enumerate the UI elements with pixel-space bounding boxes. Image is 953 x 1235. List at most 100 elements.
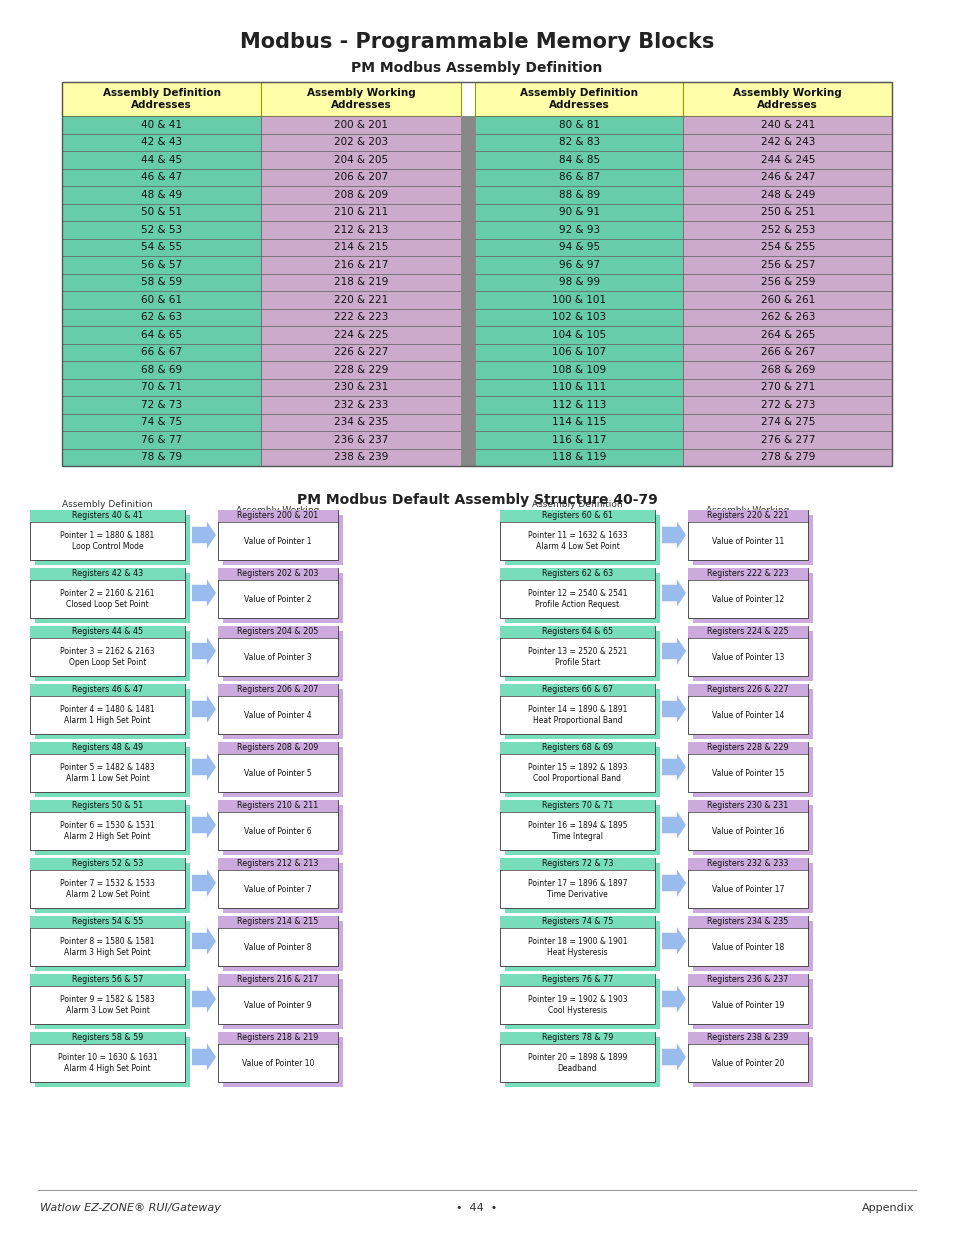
Text: Value of Pointer 11: Value of Pointer 11: [711, 536, 783, 546]
Bar: [35, 689, 190, 739]
Bar: [682, 238, 891, 256]
Bar: [682, 414, 891, 431]
Bar: [475, 151, 682, 168]
Text: Registers 210 & 211: Registers 210 & 211: [237, 802, 318, 810]
Text: 270 & 271: 270 & 271: [760, 383, 814, 393]
Text: Pointer 15 = 1892 & 1893
Cool Proportional Band: Pointer 15 = 1892 & 1893 Cool Proportion…: [527, 763, 626, 783]
Bar: [475, 186, 682, 204]
Bar: [475, 273, 682, 291]
Bar: [682, 82, 891, 116]
Bar: [499, 510, 655, 522]
Text: 106 & 107: 106 & 107: [552, 347, 606, 357]
Bar: [30, 742, 185, 792]
Bar: [682, 326, 891, 343]
Text: 238 & 239: 238 & 239: [334, 452, 388, 462]
Bar: [687, 684, 807, 697]
Text: 242 & 243: 242 & 243: [760, 137, 814, 147]
Text: 272 & 273: 272 & 273: [760, 400, 814, 410]
Bar: [30, 858, 185, 908]
Bar: [223, 631, 343, 680]
Bar: [499, 800, 655, 811]
Text: Pointer 17 = 1896 & 1897
Time Derivative: Pointer 17 = 1896 & 1897 Time Derivative: [527, 879, 626, 899]
Text: Pointer 12 = 2540 & 2541
Profile Action Request: Pointer 12 = 2540 & 2541 Profile Action …: [527, 589, 626, 609]
Bar: [687, 510, 807, 522]
Text: Registers 66 & 67: Registers 66 & 67: [541, 685, 613, 694]
Text: 76 & 77: 76 & 77: [141, 435, 182, 445]
Text: 96 & 97: 96 & 97: [558, 259, 599, 269]
Bar: [682, 431, 891, 448]
Bar: [504, 1037, 659, 1087]
Bar: [682, 186, 891, 204]
Bar: [682, 204, 891, 221]
Text: Registers 48 & 49: Registers 48 & 49: [71, 743, 143, 752]
Bar: [682, 116, 891, 133]
Bar: [475, 378, 682, 396]
Bar: [261, 256, 460, 273]
Text: Value of Pointer 8: Value of Pointer 8: [244, 942, 312, 951]
Text: Registers 216 & 217: Registers 216 & 217: [237, 976, 318, 984]
Bar: [218, 684, 337, 697]
Text: 84 & 85: 84 & 85: [558, 154, 599, 164]
Text: 56 & 57: 56 & 57: [141, 259, 182, 269]
Bar: [499, 568, 655, 618]
Text: Pointer 19 = 1902 & 1903
Cool Hysteresis: Pointer 19 = 1902 & 1903 Cool Hysteresis: [527, 995, 627, 1015]
Bar: [499, 626, 655, 676]
Text: 100 & 101: 100 & 101: [552, 295, 605, 305]
Bar: [62, 378, 261, 396]
Polygon shape: [192, 1044, 215, 1071]
Text: 278 & 279: 278 & 279: [760, 452, 814, 462]
Bar: [35, 921, 190, 971]
Bar: [475, 221, 682, 238]
Bar: [62, 414, 261, 431]
Bar: [682, 133, 891, 151]
Text: Pointer 5 = 1482 & 1483
Alarm 1 Low Set Point: Pointer 5 = 1482 & 1483 Alarm 1 Low Set …: [60, 763, 154, 783]
Bar: [692, 747, 812, 797]
Text: 78 & 79: 78 & 79: [141, 452, 182, 462]
Bar: [475, 204, 682, 221]
Bar: [30, 684, 185, 734]
Text: 224 & 225: 224 & 225: [334, 330, 388, 340]
Polygon shape: [661, 869, 685, 897]
Text: Registers 234 & 235: Registers 234 & 235: [706, 918, 788, 926]
Text: Watlow EZ-ZONE® RUI/Gateway: Watlow EZ-ZONE® RUI/Gateway: [40, 1203, 221, 1213]
Text: Registers 224 & 225: Registers 224 & 225: [706, 627, 788, 636]
Bar: [261, 151, 460, 168]
Bar: [687, 1032, 807, 1044]
Text: •  44  •: • 44 •: [456, 1203, 497, 1213]
Bar: [35, 747, 190, 797]
Bar: [30, 742, 185, 755]
Text: 232 & 233: 232 & 233: [334, 400, 388, 410]
Bar: [62, 361, 261, 378]
Text: Pointer 16 = 1894 & 1895
Time Integral: Pointer 16 = 1894 & 1895 Time Integral: [527, 821, 626, 841]
Text: Registers 204 & 205: Registers 204 & 205: [237, 627, 318, 636]
Bar: [499, 742, 655, 792]
Text: Pointer 8 = 1580 & 1581
Alarm 3 High Set Point: Pointer 8 = 1580 & 1581 Alarm 3 High Set…: [60, 937, 154, 957]
Text: Registers 206 & 207: Registers 206 & 207: [237, 685, 318, 694]
Bar: [218, 742, 337, 792]
Bar: [30, 568, 185, 580]
Text: Value of Pointer 12: Value of Pointer 12: [711, 594, 783, 604]
Bar: [682, 309, 891, 326]
Text: 248 & 249: 248 & 249: [760, 190, 814, 200]
Bar: [218, 916, 337, 927]
Bar: [504, 689, 659, 739]
Text: 246 & 247: 246 & 247: [760, 172, 814, 183]
Text: 58 & 59: 58 & 59: [141, 277, 182, 288]
Bar: [687, 568, 807, 618]
Bar: [223, 979, 343, 1029]
Bar: [682, 151, 891, 168]
Polygon shape: [661, 637, 685, 664]
Bar: [62, 256, 261, 273]
Bar: [35, 863, 190, 913]
Bar: [62, 343, 261, 361]
Bar: [504, 515, 659, 564]
Bar: [62, 309, 261, 326]
Bar: [223, 515, 343, 564]
Text: Value of Pointer 14: Value of Pointer 14: [711, 710, 783, 720]
Bar: [499, 684, 655, 697]
Bar: [261, 378, 460, 396]
Text: Registers 238 & 239: Registers 238 & 239: [706, 1034, 788, 1042]
Bar: [35, 1037, 190, 1087]
Bar: [475, 414, 682, 431]
Text: Assembly Definition
Addresses
Default Pointers: Assembly Definition Addresses Default Po…: [62, 500, 152, 531]
